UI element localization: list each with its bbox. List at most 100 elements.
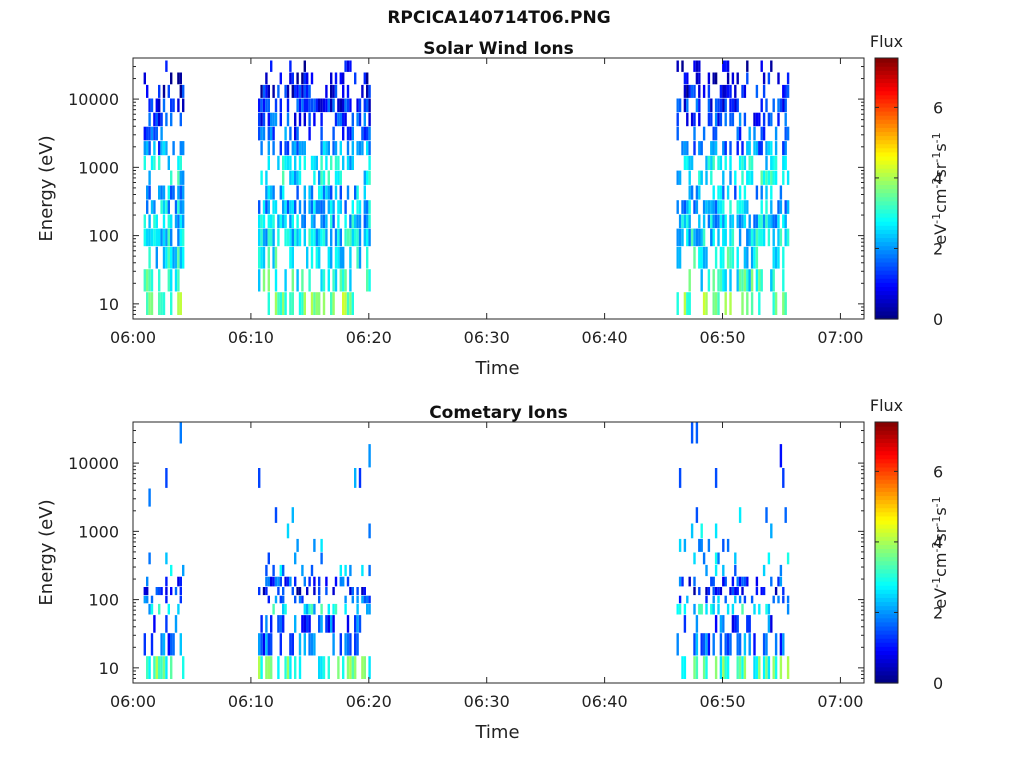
spectrogram-cell bbox=[729, 84, 732, 98]
spectrogram-cell bbox=[339, 141, 342, 156]
spectrogram-cell bbox=[306, 615, 309, 633]
spectrogram-cell bbox=[272, 576, 275, 587]
spectrogram-cell bbox=[150, 603, 154, 615]
spectrogram-cell bbox=[172, 98, 175, 113]
spectrogram-cell bbox=[753, 126, 756, 141]
spectrogram-cell bbox=[719, 269, 723, 292]
spectrogram-cell bbox=[366, 214, 369, 229]
spectrogram-cell bbox=[262, 269, 266, 292]
spectrogram-cell bbox=[346, 141, 350, 156]
colorbar: 0 2 4 6 Flux eV-1cm-2sr-1s-1 bbox=[870, 32, 950, 329]
spectrogram-cell bbox=[318, 587, 321, 596]
spectrogram-cell bbox=[698, 112, 701, 127]
spectrogram-cell bbox=[162, 214, 166, 229]
spectrogram-cell bbox=[282, 155, 285, 170]
spectrogram-cell bbox=[736, 214, 739, 229]
spectrogram-cell bbox=[736, 576, 739, 587]
spectrogram-cell bbox=[770, 185, 773, 200]
spectrogram-cell bbox=[755, 214, 759, 229]
spectrogram-cell bbox=[153, 126, 156, 141]
spectrogram-cell bbox=[177, 228, 180, 247]
spectrogram-cell bbox=[676, 112, 679, 127]
spectrogram-cell bbox=[705, 170, 708, 185]
spectrogram-cell bbox=[719, 155, 723, 170]
colorbar-segment bbox=[875, 634, 898, 639]
spectrogram-cell bbox=[748, 141, 751, 156]
spectrogram-cell bbox=[693, 656, 696, 679]
spectrogram-cell bbox=[683, 141, 687, 156]
spectrogram-cell bbox=[690, 422, 694, 444]
spectrogram-cell bbox=[303, 292, 306, 315]
spectrogram-cell bbox=[158, 84, 161, 98]
spectrogram-cell bbox=[286, 576, 290, 587]
spectrogram-cell bbox=[294, 112, 297, 127]
spectrogram-cell bbox=[313, 292, 316, 315]
spectrogram-cell bbox=[760, 269, 763, 292]
spectrogram-cell bbox=[322, 228, 326, 247]
spectrogram-cell bbox=[174, 214, 178, 229]
spectrogram-cell bbox=[148, 228, 151, 247]
spectrogram-cell bbox=[786, 126, 790, 141]
spectrogram-cell bbox=[148, 98, 151, 113]
spectrogram-cell bbox=[148, 170, 151, 185]
spectrogram-cell bbox=[148, 246, 151, 269]
spectrogram-cell bbox=[760, 60, 763, 72]
spectrogram-cell bbox=[282, 603, 285, 615]
spectrogram-cell bbox=[291, 170, 294, 185]
spectrogram-cell bbox=[303, 228, 306, 247]
spectrogram-cell bbox=[774, 633, 778, 656]
spectrogram-cell bbox=[719, 214, 723, 229]
spectrogram-cell bbox=[762, 84, 766, 98]
colorbar-frame bbox=[874, 57, 899, 320]
spectrogram-cell bbox=[342, 269, 345, 292]
spectrogram-cell bbox=[267, 185, 270, 200]
spectrogram-cell bbox=[676, 228, 679, 247]
spectrogram-cell bbox=[260, 170, 263, 185]
spectrogram-cell bbox=[724, 84, 727, 98]
spectrogram-cell bbox=[741, 587, 744, 596]
colorbar-segment bbox=[875, 74, 898, 79]
spectrogram-cell bbox=[167, 200, 170, 214]
spectrogram-cell bbox=[174, 587, 178, 596]
spectrogram-cell bbox=[349, 126, 352, 141]
spectrogram-cell bbox=[743, 200, 747, 214]
spectrogram-cell bbox=[695, 507, 699, 523]
spectrogram-cell bbox=[683, 200, 687, 214]
colorbar-segment bbox=[875, 274, 898, 279]
spectrogram-cell bbox=[712, 185, 715, 200]
spectrogram-cell bbox=[265, 615, 268, 633]
colorbar-segment bbox=[875, 593, 898, 598]
colorbar-segment bbox=[875, 454, 898, 460]
spectrogram-cell bbox=[351, 228, 354, 247]
plot-frame bbox=[132, 421, 865, 684]
spectrogram-cell bbox=[779, 576, 783, 587]
spectrogram-cell bbox=[784, 214, 787, 229]
spectrogram-cell bbox=[284, 155, 287, 170]
spectrogram-cell bbox=[322, 656, 326, 679]
colorbar-segment bbox=[875, 674, 898, 680]
spectrogram-cell bbox=[294, 200, 297, 214]
spectrogram-cell bbox=[349, 155, 352, 170]
colorbar-segment bbox=[875, 483, 898, 488]
spectrogram-cell bbox=[265, 98, 268, 113]
spectrogram-cell bbox=[150, 98, 154, 113]
spectrogram-cell bbox=[284, 228, 287, 247]
spectrogram-cell bbox=[177, 269, 180, 292]
spectrogram-cell bbox=[717, 552, 720, 565]
spectrogram-cell bbox=[320, 538, 323, 552]
spectrogram-cell bbox=[746, 60, 749, 72]
spectrogram-cell bbox=[361, 656, 364, 679]
colorbar-segment bbox=[875, 528, 898, 533]
spectrogram-cell bbox=[726, 603, 730, 615]
spectrogram-cell bbox=[698, 170, 701, 185]
spectrogram-cell bbox=[736, 587, 739, 596]
y-tick-label: 100 bbox=[88, 591, 119, 610]
spectrogram-cell bbox=[693, 112, 696, 127]
spectrogram-cell bbox=[289, 60, 292, 72]
spectrogram-cell bbox=[765, 656, 768, 679]
spectrogram-cell bbox=[358, 246, 362, 269]
spectrogram-cell bbox=[349, 269, 352, 292]
spectrogram-cell bbox=[296, 185, 299, 200]
spectrogram-cell bbox=[760, 587, 763, 596]
